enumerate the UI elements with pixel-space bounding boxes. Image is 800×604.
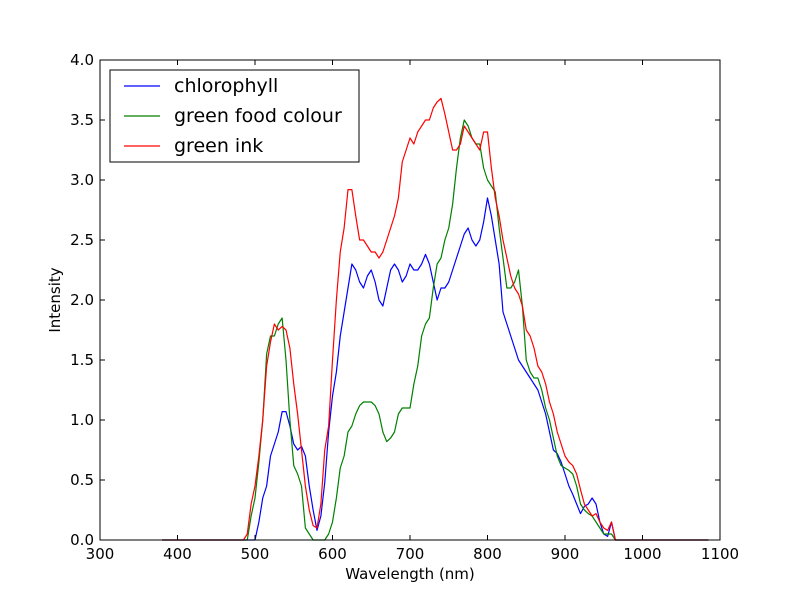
- legend-label-chlorophyll: chlorophyll: [174, 75, 278, 97]
- x-tick-label: 800: [473, 545, 502, 563]
- x-tick-label: 300: [86, 545, 115, 563]
- y-tick-label: 0.0: [70, 531, 94, 549]
- x-tick-label: 500: [241, 545, 270, 563]
- y-tick-label: 1.0: [70, 411, 94, 429]
- x-tick-label: 900: [551, 545, 580, 563]
- series-line-green-ink: [162, 97, 709, 541]
- ticks-layer: 300 400 500 600 700 800 900 1000 1100 0.0 0.5 1.0 1.…: [70, 51, 739, 563]
- y-tick-label: 3.5: [70, 111, 94, 129]
- legend: chlorophyll green food colour green ink: [109, 69, 360, 163]
- x-tick-label: 600: [318, 545, 347, 563]
- legend-label-green-ink: green ink: [174, 135, 263, 157]
- legend-label-green-food-colour: green food colour: [174, 105, 342, 127]
- x-tick-label: 400: [163, 545, 192, 563]
- plot-frame: [99, 59, 721, 541]
- y-tick-label: 1.5: [70, 351, 94, 369]
- x-axis-label: Wavelength (nm): [345, 565, 475, 583]
- x-tick-label: 1100: [701, 545, 739, 563]
- y-tick-label: 3.0: [70, 171, 94, 189]
- y-tick-label: 2.5: [70, 231, 94, 249]
- y-axis-label: Intensity: [46, 267, 64, 332]
- series-layer: [162, 97, 709, 541]
- x-tick-label: 700: [396, 545, 425, 563]
- y-tick-label: 2.0: [70, 291, 94, 309]
- series-line-green-food-colour: [162, 119, 709, 541]
- y-tick-label: 4.0: [70, 51, 94, 69]
- y-tick-label: 0.5: [70, 471, 94, 489]
- x-tick-label: 1000: [623, 545, 661, 563]
